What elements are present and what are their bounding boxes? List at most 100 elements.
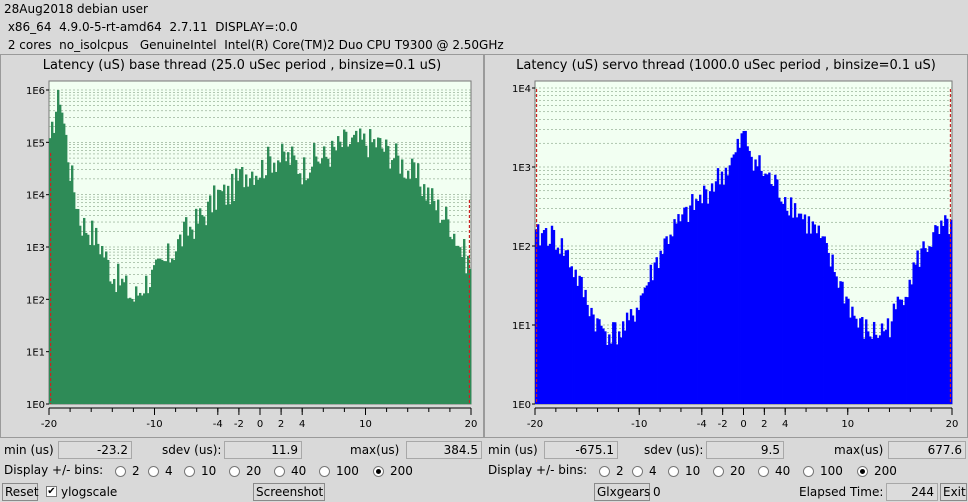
servo-bins-radio-dot[interactable]: [803, 465, 814, 477]
base-bar: [167, 243, 170, 404]
base-bins-radio-dot[interactable]: [229, 465, 240, 477]
base-bar: [227, 185, 230, 404]
base-bins-radio-10[interactable]: 10: [184, 464, 216, 478]
servo-bar: [809, 233, 813, 404]
servo-bar: [785, 210, 789, 404]
base-bins-radio-dot[interactable]: [373, 465, 384, 477]
base-bins-radio-4[interactable]: 4: [148, 464, 173, 478]
servo-bins-radio-200[interactable]: 200: [857, 464, 897, 478]
base-bins-radio-100[interactable]: 100: [319, 464, 359, 478]
servo-bins-radio-10[interactable]: 10: [668, 464, 700, 478]
base-bins-label: Display +/- bins:: [4, 463, 104, 477]
servo-bins-radio-dot[interactable]: [632, 465, 643, 477]
servo-bins-radio-dot[interactable]: [713, 465, 724, 477]
base-bar: [263, 178, 266, 404]
screenshot-button[interactable]: Screenshot: [253, 483, 325, 501]
base-bins-radio-dot[interactable]: [274, 465, 285, 477]
servo-bar: [791, 217, 795, 404]
base-bar: [49, 138, 52, 404]
base-bar: [465, 273, 468, 404]
servo-bar: [673, 219, 676, 404]
base-bins-radio-2[interactable]: 2: [115, 464, 140, 478]
servo-bar: [948, 234, 951, 404]
base-bar: [201, 215, 204, 404]
servo-bins-radio-20[interactable]: 20: [713, 464, 745, 478]
servo-bar: [556, 247, 560, 404]
servo-bar: [637, 310, 641, 404]
servo-bins-radio-dot[interactable]: [857, 465, 868, 477]
servo-bar: [940, 220, 943, 404]
servo-bins-radio-4[interactable]: 4: [632, 464, 657, 478]
servo-bar: [920, 248, 923, 404]
servo-bar: [675, 223, 678, 404]
base-bins-radio-dot[interactable]: [319, 465, 330, 477]
base-bar: [279, 162, 282, 404]
servo-bar: [857, 327, 860, 404]
base-bar: [123, 282, 126, 404]
servo-bar: [898, 299, 902, 404]
reset-button[interactable]: Reset: [2, 483, 39, 501]
base-bar: [203, 216, 206, 404]
servo-bar: [869, 336, 872, 404]
base-bar: [237, 180, 240, 404]
servo-bins-radio-dot[interactable]: [599, 465, 610, 477]
servo-bar: [902, 305, 905, 404]
servo-bar: [803, 214, 807, 404]
servo-bins-radio-dot[interactable]: [758, 465, 769, 477]
servo-bar: [754, 159, 757, 404]
base-bar: [457, 245, 460, 404]
servo-bar: [805, 233, 809, 404]
servo-bins-radio-100[interactable]: 100: [803, 464, 843, 478]
base-bar: [379, 138, 382, 404]
servo-x-tick-label: 4: [782, 419, 788, 430]
servo-bins-radio-dot[interactable]: [668, 465, 679, 477]
base-bins-radio-dot[interactable]: [184, 465, 195, 477]
servo-x-tick-label: 20: [946, 419, 959, 430]
servo-bar: [716, 168, 720, 404]
servo-bar: [659, 250, 662, 404]
base-bar: [329, 166, 332, 404]
servo-max-label: max(us): [834, 443, 884, 457]
base-bar: [221, 191, 224, 404]
base-bins-radio-dot[interactable]: [148, 465, 159, 477]
base-bar: [371, 142, 374, 404]
base-x-tick-label: -4: [213, 419, 223, 430]
base-bar: [175, 251, 178, 404]
base-bins-radio-dot[interactable]: [115, 465, 126, 477]
base-bins-radio-20[interactable]: 20: [229, 464, 261, 478]
servo-bar: [926, 251, 929, 404]
servo-bins-radio-label: 100: [820, 464, 843, 478]
servo-bar: [766, 174, 769, 404]
exit-button[interactable]: Exit: [940, 483, 967, 501]
servo-bins-radio-2[interactable]: 2: [599, 464, 624, 478]
servo-thread-panel: Latency (uS) servo thread (1000.0 uSec p…: [484, 54, 968, 438]
servo-bar: [799, 213, 803, 404]
servo-bar: [936, 226, 939, 404]
servo-bar: [910, 284, 913, 404]
base-bar: [319, 163, 322, 404]
servo-bar: [762, 175, 765, 404]
servo-bar: [843, 303, 846, 404]
servo-bar: [724, 167, 728, 404]
servo-bar: [752, 170, 755, 404]
base-bar: [215, 209, 218, 404]
base-bar: [111, 283, 114, 404]
base-bar: [469, 268, 472, 404]
servo-bins-radio-40[interactable]: 40: [758, 464, 790, 478]
base-bar: [77, 208, 80, 404]
servo-min-value: -675.1: [544, 441, 618, 459]
servo-bar: [928, 246, 931, 404]
servo-y-tick-label: 1E3: [512, 163, 531, 174]
base-bar: [87, 234, 90, 404]
base-bins-radio-200[interactable]: 200: [373, 464, 413, 478]
servo-bar: [625, 312, 629, 404]
base-bar: [65, 134, 68, 404]
servo-bar: [598, 319, 601, 404]
base-bins-radio-40[interactable]: 40: [274, 464, 306, 478]
ylogscale-checkbox[interactable]: ✔: [46, 486, 57, 497]
base-bar: [195, 208, 198, 404]
servo-bar: [882, 331, 886, 404]
glxgears-button[interactable]: Glxgears: [594, 483, 650, 501]
base-bar: [281, 143, 284, 404]
servo-bar: [629, 309, 633, 404]
